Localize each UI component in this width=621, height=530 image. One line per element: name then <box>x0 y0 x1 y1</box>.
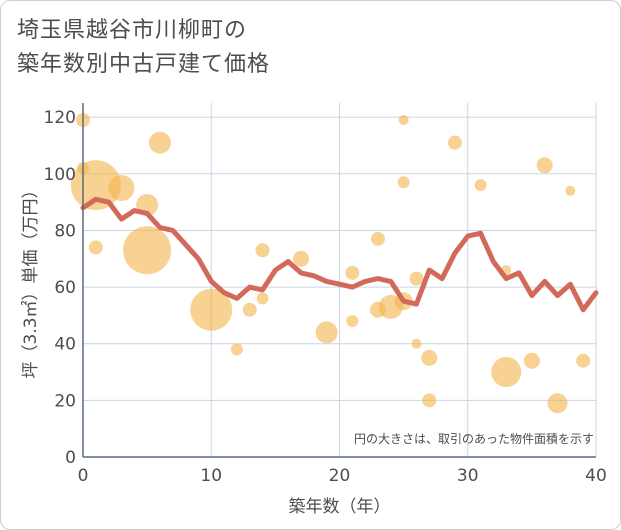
data-bubble <box>256 292 269 305</box>
data-bubble <box>491 357 522 388</box>
y-tick-label: 80 <box>54 221 76 241</box>
data-bubble <box>108 174 135 201</box>
data-bubble <box>123 226 172 275</box>
size-note: 円の大きさは、取引のあった物件面積を示す <box>354 431 594 446</box>
tick-labels: 0 20 40 60 80 100 120 0 10 20 30 40 <box>44 108 607 486</box>
y-axis-label: 坪（3.3㎡）単価（万円） <box>21 181 41 378</box>
y-tick-label: 100 <box>44 165 76 185</box>
data-bubble <box>293 250 310 267</box>
trend-layer <box>80 196 599 313</box>
x-axis-label: 築年数（年） <box>289 497 391 517</box>
data-bubble <box>536 157 553 174</box>
trend-line <box>80 196 599 313</box>
x-tick-label: 0 <box>78 466 89 486</box>
data-bubble <box>345 265 360 280</box>
x-tick-label: 20 <box>329 466 351 486</box>
data-bubble <box>370 231 385 246</box>
x-tick-label: 30 <box>457 466 479 486</box>
data-bubble <box>397 176 410 189</box>
chart-title-line1: 埼玉県越谷市川柳町の <box>17 18 248 43</box>
x-tick-label: 40 <box>585 466 607 486</box>
data-bubble <box>422 393 437 408</box>
y-tick-label: 120 <box>44 108 76 128</box>
data-bubble <box>409 271 424 286</box>
data-bubble <box>315 321 338 344</box>
y-tick-label: 0 <box>65 448 76 468</box>
data-bubble <box>474 179 487 192</box>
data-bubble <box>447 135 462 150</box>
bubble-layer <box>70 112 591 414</box>
y-tick-label: 60 <box>54 278 76 298</box>
grid-lines <box>83 103 597 457</box>
data-bubble <box>547 393 568 414</box>
y-tick-label: 20 <box>54 391 76 411</box>
chart-title-line2: 築年数別中古戸建て価格 <box>17 52 271 77</box>
data-bubble <box>398 114 409 125</box>
data-bubble <box>346 315 359 328</box>
data-bubble <box>565 185 576 196</box>
data-bubble <box>576 353 591 368</box>
data-bubble <box>242 302 257 317</box>
axes <box>82 103 596 458</box>
data-bubble <box>421 349 438 366</box>
data-bubble <box>523 352 540 369</box>
data-bubble <box>190 288 233 331</box>
data-bubble <box>411 338 422 349</box>
data-bubble <box>148 131 171 154</box>
data-bubble <box>88 240 103 255</box>
chart-title: 埼玉県越谷市川柳町の 築年数別中古戸建て価格 <box>17 14 270 82</box>
x-tick-label: 10 <box>200 466 222 486</box>
data-bubble <box>230 343 243 356</box>
y-tick-label: 40 <box>54 335 76 355</box>
data-bubble <box>255 243 270 258</box>
